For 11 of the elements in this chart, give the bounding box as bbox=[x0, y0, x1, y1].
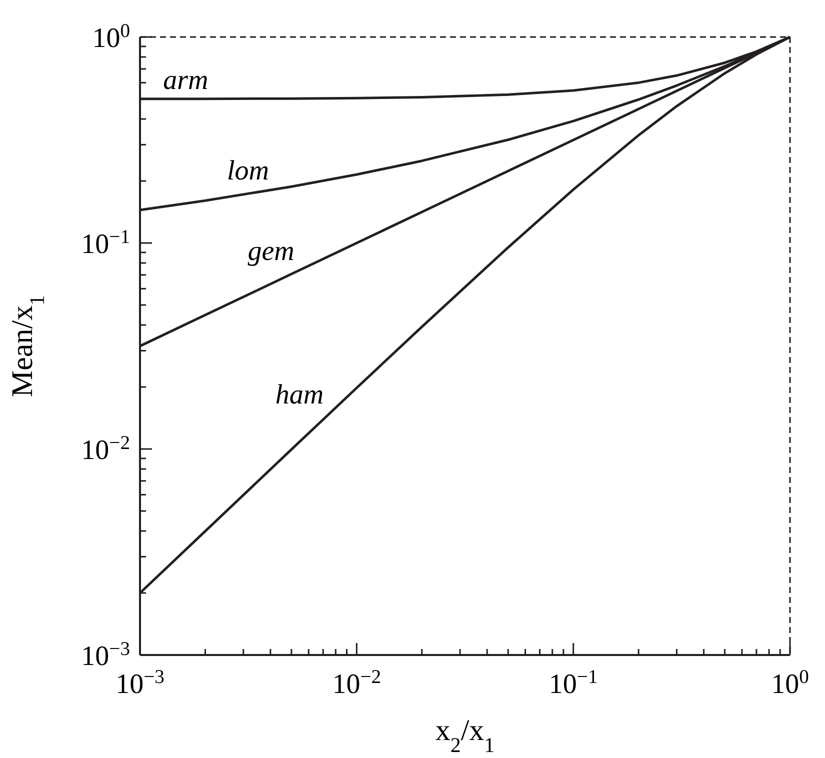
y-tick-label: 10$^{−1}$ bbox=[81, 226, 130, 260]
x-tick-label: 10$^{−2}$ bbox=[332, 666, 382, 700]
x-tick-label: 10$^{−1}$ bbox=[548, 666, 598, 700]
series-label: lom bbox=[227, 155, 270, 186]
x-tick-label: 10$^{0}$ bbox=[771, 666, 810, 700]
series-label: arm bbox=[163, 64, 208, 96]
y-tick-label: 10$^{−2}$ bbox=[81, 432, 130, 466]
y-tick-label: 10$^{0}$ bbox=[92, 20, 130, 54]
x-axis-title: x$_{2}$/x$_{1}$ bbox=[435, 714, 495, 757]
series-label: gem bbox=[248, 236, 294, 267]
series-label: ham bbox=[275, 379, 324, 410]
